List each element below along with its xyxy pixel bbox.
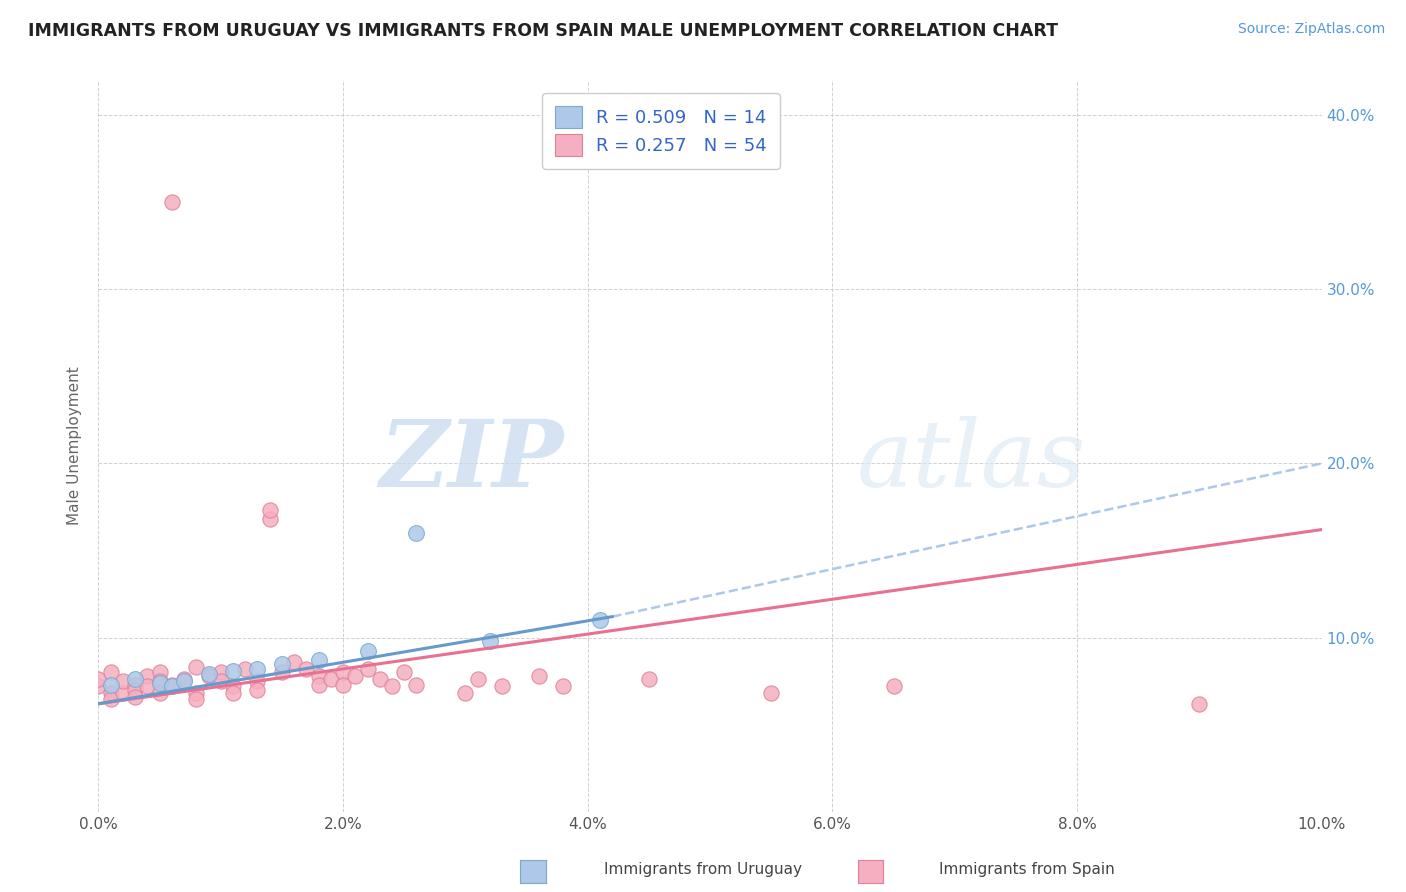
Point [637, 673, 661, 687]
Point [491, 679, 513, 693]
Point [332, 677, 354, 691]
Point [454, 686, 477, 700]
Point [246, 662, 269, 676]
Point [553, 679, 575, 693]
Point [173, 673, 195, 687]
Point [87, 679, 110, 693]
Point [197, 669, 219, 683]
Point [246, 682, 269, 697]
Point [270, 657, 292, 671]
Point [368, 673, 391, 687]
Point [233, 662, 256, 676]
Point [149, 686, 172, 700]
Point [319, 673, 342, 687]
Point [467, 673, 489, 687]
Point [283, 655, 305, 669]
Point [124, 673, 146, 687]
Point [332, 665, 354, 680]
Point [209, 674, 232, 689]
Point [246, 674, 269, 689]
Point [87, 673, 110, 687]
Point [356, 644, 378, 658]
Text: ZIP: ZIP [380, 416, 564, 506]
Point [111, 674, 134, 689]
Point [392, 665, 416, 680]
Point [124, 677, 146, 691]
Point [222, 686, 245, 700]
Point [344, 669, 367, 683]
Point [149, 665, 172, 680]
Point [222, 679, 245, 693]
Point [259, 503, 281, 517]
Point [308, 669, 330, 683]
Point [186, 691, 208, 706]
Text: atlas: atlas [856, 416, 1087, 506]
Y-axis label: Male Unemployment: Male Unemployment [67, 367, 83, 525]
Point [186, 686, 208, 700]
Point [259, 512, 281, 526]
Point [405, 677, 427, 691]
Point [100, 691, 122, 706]
Point [160, 195, 183, 210]
Point [173, 674, 195, 689]
Point [136, 679, 159, 693]
Point [381, 679, 404, 693]
Point [478, 634, 501, 648]
Point [100, 686, 122, 700]
Point [209, 665, 232, 680]
Point [100, 677, 122, 691]
Point [186, 660, 208, 674]
Text: Immigrants from Uruguay: Immigrants from Uruguay [605, 863, 801, 877]
Point [160, 679, 183, 693]
Point [295, 662, 318, 676]
Point [149, 676, 172, 690]
Text: Source: ZipAtlas.com: Source: ZipAtlas.com [1237, 22, 1385, 37]
Point [124, 690, 146, 704]
Legend: R = 0.509   N = 14, R = 0.257   N = 54: R = 0.509 N = 14, R = 0.257 N = 54 [543, 93, 780, 169]
Point [124, 682, 146, 697]
Point [308, 677, 330, 691]
Point [149, 674, 172, 689]
Point [111, 686, 134, 700]
Point [356, 662, 378, 676]
Point [136, 669, 159, 683]
Text: IMMIGRANTS FROM URUGUAY VS IMMIGRANTS FROM SPAIN MALE UNEMPLOYMENT CORRELATION C: IMMIGRANTS FROM URUGUAY VS IMMIGRANTS FR… [28, 22, 1059, 40]
Point [100, 665, 122, 680]
Point [405, 526, 427, 541]
Point [308, 653, 330, 667]
Point [160, 677, 183, 691]
Point [222, 664, 245, 678]
Point [527, 669, 550, 683]
Point [197, 667, 219, 681]
Point [589, 613, 612, 627]
Point [270, 665, 292, 680]
Text: Immigrants from Spain: Immigrants from Spain [939, 863, 1114, 877]
Point [759, 686, 782, 700]
Point [883, 679, 905, 693]
Point [1188, 697, 1211, 711]
